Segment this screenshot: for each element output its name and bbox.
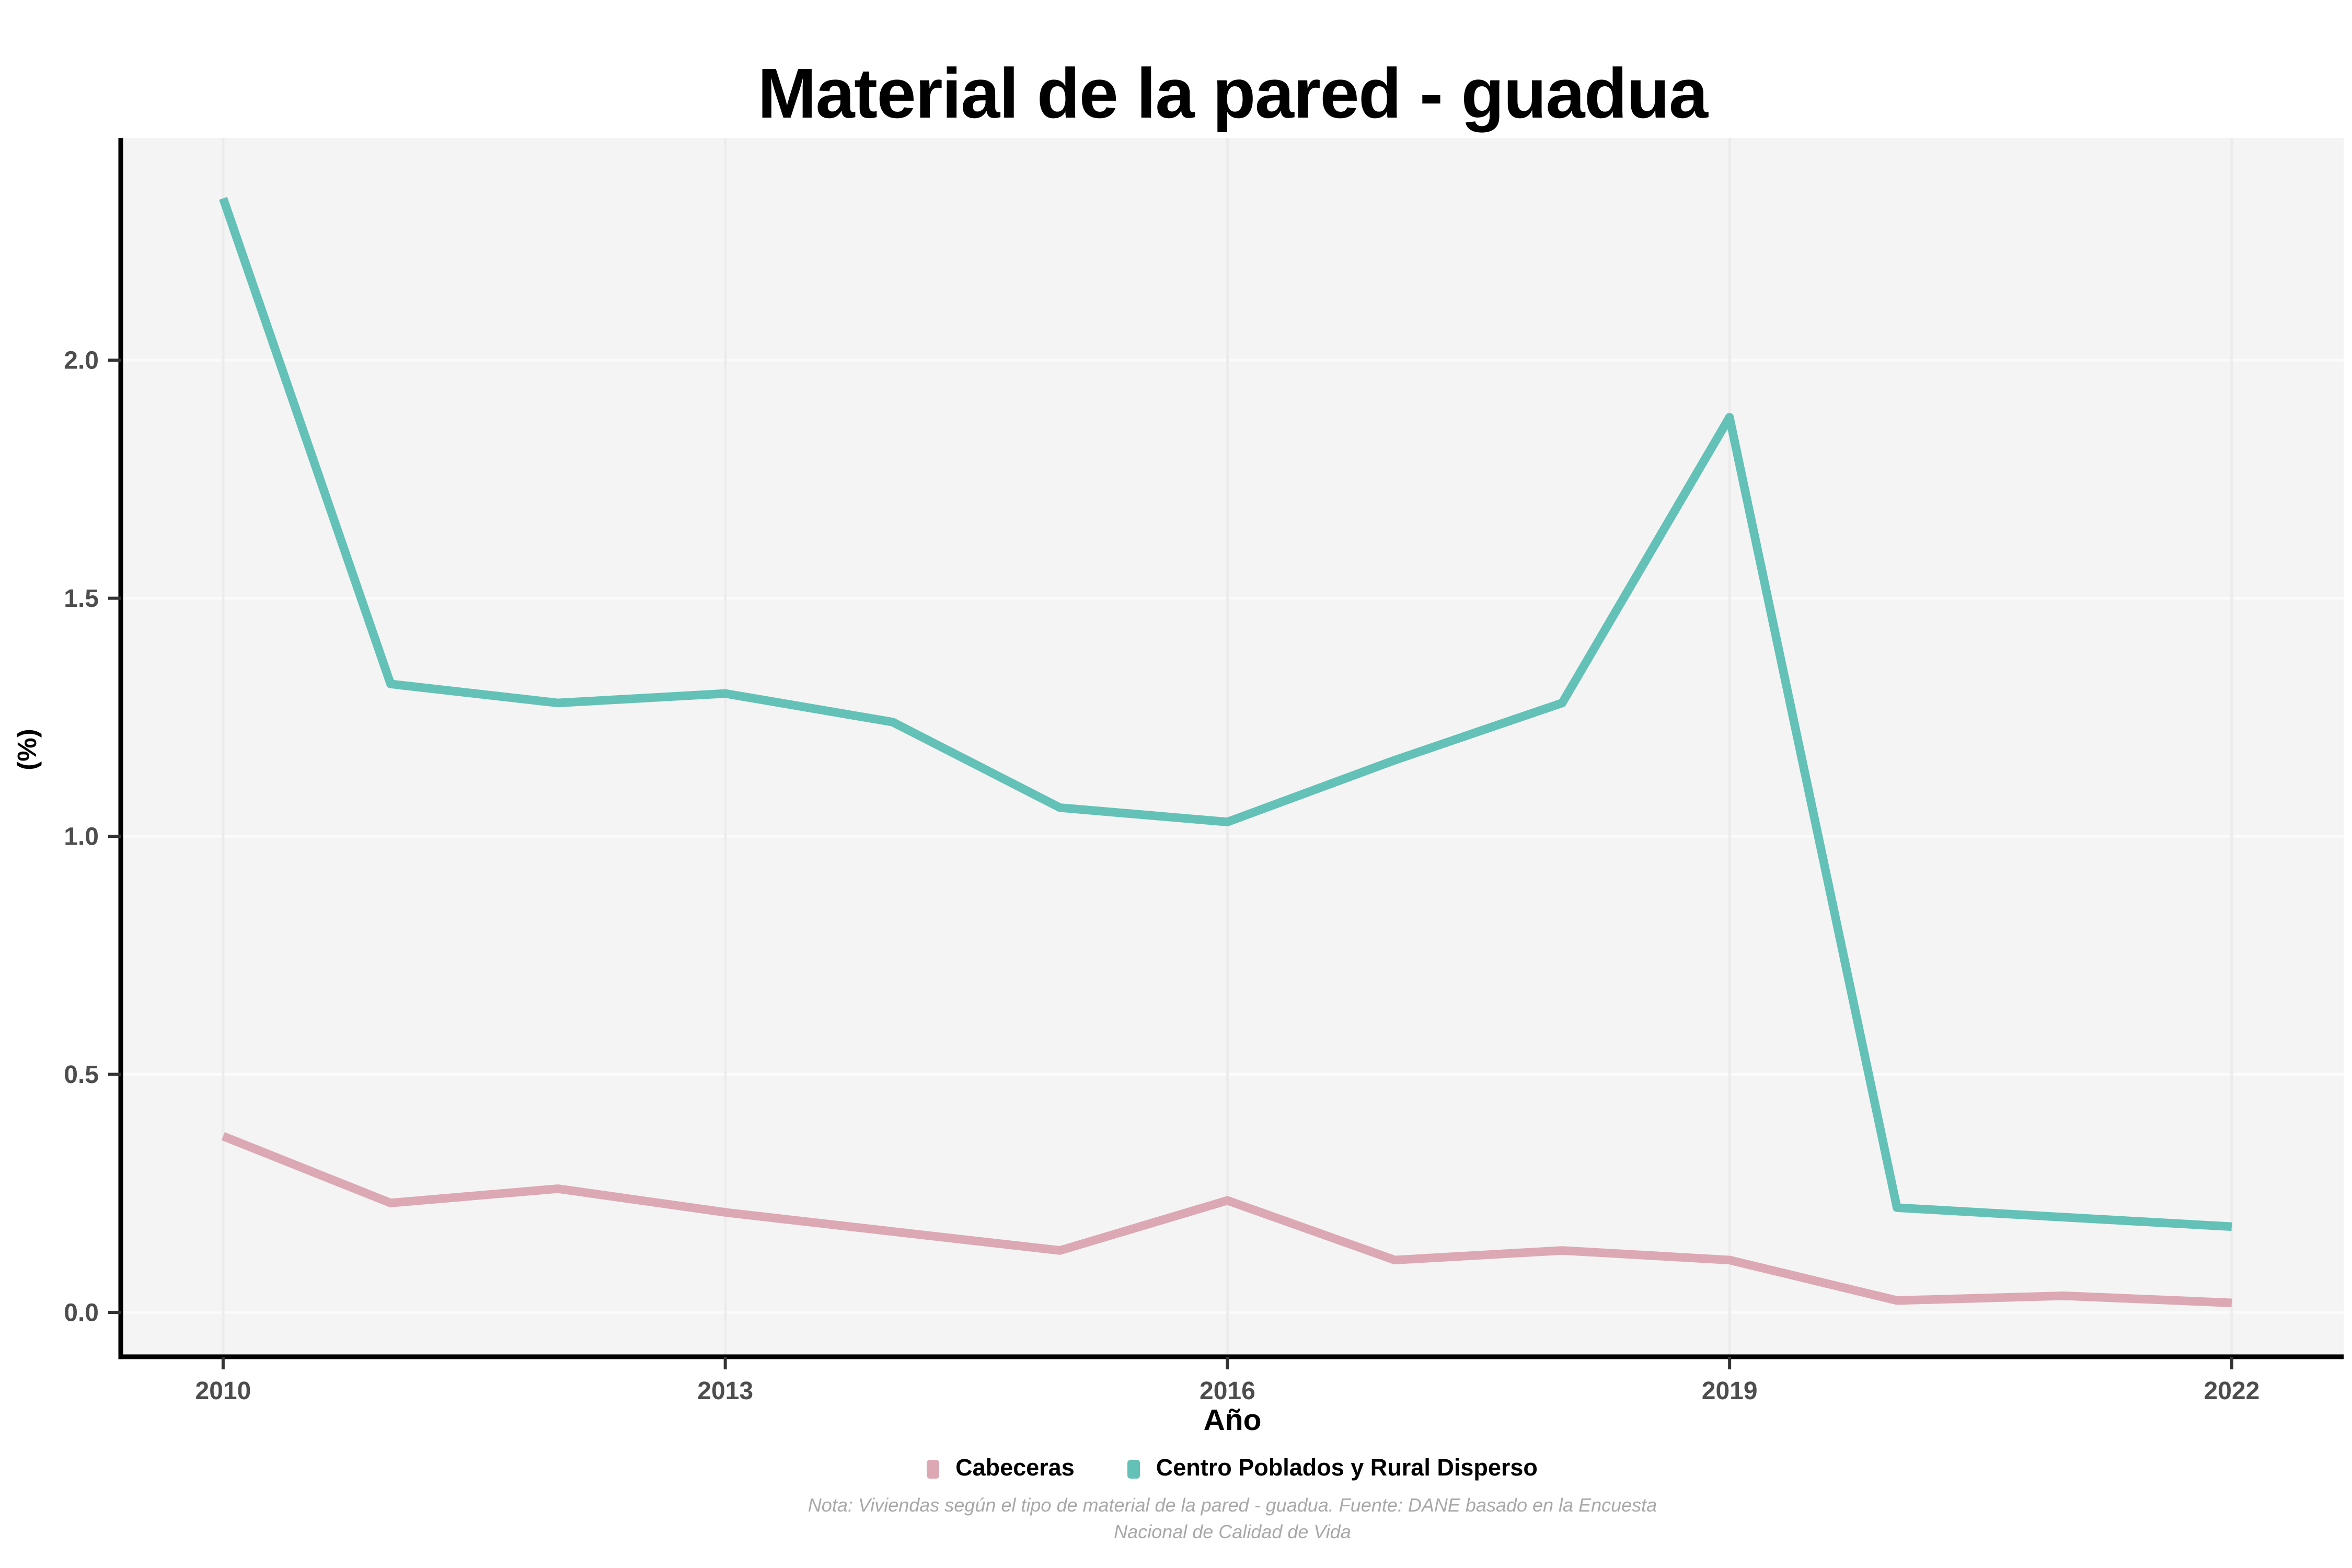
legend: Cabeceras Centro Poblados y Rural Disper… <box>121 1455 2344 1482</box>
source-caption: Nota: Viviendas según el tipo de materia… <box>121 1493 2344 1546</box>
y-tick-label-0.0: 0.0 <box>64 1299 99 1327</box>
series-line-cabeceras <box>221 1132 2232 1307</box>
x-axis-title: Año <box>1203 1405 1262 1438</box>
x-tick-label-2013: 2013 <box>697 1377 753 1405</box>
x-tick-label-2022: 2022 <box>2204 1377 2260 1405</box>
legend-item-cabeceras: Cabeceras <box>927 1455 1075 1482</box>
y-tick-label-2.0: 2.0 <box>64 347 99 375</box>
source-caption-line2: Nacional de Calidad de Vida <box>1114 1521 1351 1543</box>
legend-key-centro-poblados <box>1127 1459 1140 1478</box>
legend-label-centro-poblados: Centro Poblados y Rural Disperso <box>1156 1455 1538 1482</box>
legend-key-cabeceras <box>927 1459 940 1478</box>
x-tick-label-2010: 2010 <box>195 1377 251 1405</box>
y-tick-label-1.0: 1.0 <box>64 823 99 851</box>
chart-title: Material de la pared - guadua <box>757 53 1708 133</box>
x-tick-label-2016: 2016 <box>1200 1377 1255 1405</box>
x-tick-label-2019: 2019 <box>1702 1377 1758 1405</box>
legend-item-centro-poblados: Centro Poblados y Rural Disperso <box>1127 1455 1538 1482</box>
source-caption-line1: Nota: Viviendas según el tipo de materia… <box>808 1494 1657 1516</box>
y-axis-title: (%) <box>13 729 42 770</box>
y-tick-label-1.5: 1.5 <box>64 585 99 613</box>
y-tick-label-0.5: 0.5 <box>64 1061 99 1089</box>
series-line-centro-poblados-y-rural-disperso <box>219 197 2232 1231</box>
plot-panel <box>121 138 2344 1357</box>
legend-label-cabeceras: Cabeceras <box>955 1455 1075 1482</box>
